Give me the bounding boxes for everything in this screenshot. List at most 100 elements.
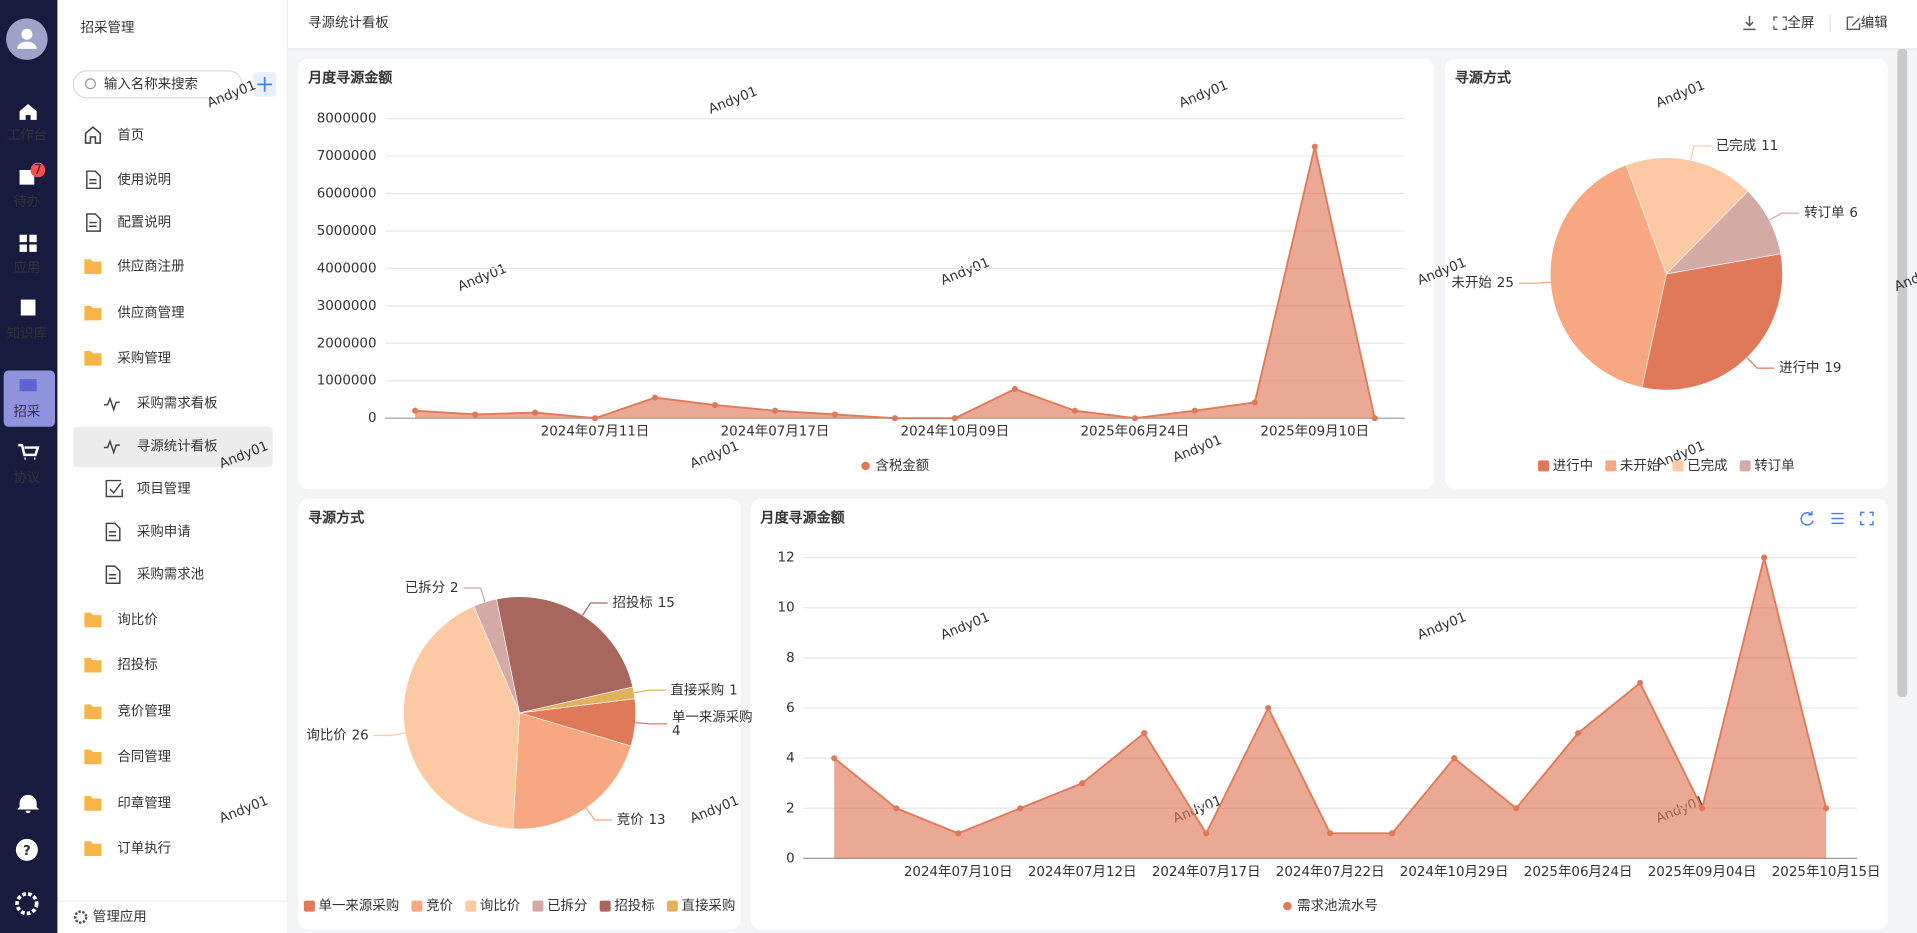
legend-marker	[1283, 901, 1292, 911]
menu-item[interactable]: 印章管理	[117, 794, 171, 811]
point	[1327, 830, 1334, 837]
legend: 需求池流水号	[1283, 898, 1378, 914]
y-tick-label: 2	[786, 801, 795, 816]
legend-label[interactable]: 未开始	[1620, 458, 1661, 474]
search-box[interactable]	[72, 70, 243, 99]
y-tick-label: 4	[786, 751, 795, 766]
submenu-item[interactable]: 寻源统计看板	[137, 438, 218, 454]
legend-label[interactable]: 单一来源采购	[319, 898, 400, 914]
legend-marker	[1605, 460, 1617, 472]
rail-label[interactable]: 应用	[13, 259, 40, 276]
chart-title: 月度寻源金额	[759, 509, 845, 526]
y-tick-label: 5000000	[317, 224, 377, 239]
y-tick-label: 4000000	[317, 261, 377, 276]
add-icon	[257, 77, 273, 92]
slice-label: 已拆分 2	[405, 580, 459, 596]
rail-icon	[19, 234, 37, 252]
legend-label[interactable]: 已完成	[1687, 458, 1727, 474]
edit-button[interactable]: 编辑	[1861, 15, 1888, 31]
slice-label: 询比价 26	[306, 728, 368, 744]
badge	[30, 162, 46, 178]
slice-name: 已拆分	[405, 580, 445, 596]
slice-value: 25	[1497, 276, 1514, 291]
download-icon	[1743, 15, 1756, 31]
x-tick-label: 2025年06月24日	[1080, 424, 1189, 440]
menu-item[interactable]: 竞价管理	[117, 703, 171, 720]
refresh-icon[interactable]	[1800, 511, 1814, 526]
folder-icon	[84, 749, 102, 765]
x-tick-label: 2025年06月24日	[1524, 864, 1633, 880]
menu-item[interactable]: 采购管理	[117, 350, 171, 366]
slice-name: 进行中	[1779, 360, 1819, 376]
pulse-icon	[103, 439, 120, 455]
rail-label[interactable]: 协议	[13, 470, 40, 486]
submenu-item[interactable]: 采购需求池	[137, 567, 204, 583]
fullscreen-button[interactable]: 全屏	[1787, 14, 1814, 31]
legend-marker	[1739, 460, 1751, 472]
menu-item[interactable]: 招投标	[117, 657, 157, 673]
legend-label[interactable]: 含税金额	[875, 458, 929, 474]
menu-item[interactable]: 供应商管理	[117, 304, 184, 321]
legend-label[interactable]: 招投标	[614, 898, 654, 914]
check-icon	[105, 479, 123, 498]
y-tick-label: 3000000	[317, 299, 377, 314]
legend-marker	[1672, 460, 1684, 472]
legend-label[interactable]: 需求池流水号	[1297, 898, 1378, 914]
menu-item[interactable]: 询比价	[117, 612, 158, 628]
expand-icon[interactable]	[1860, 511, 1874, 526]
edit-icon	[1846, 16, 1861, 31]
leader-line	[463, 587, 486, 603]
x-tick-label: 2024年10月29日	[1400, 864, 1509, 880]
legend-marker	[532, 900, 544, 912]
slice-label: 进行中 19	[1779, 360, 1841, 376]
slice-value: 2	[450, 581, 459, 596]
menu-item[interactable]: 订单执行	[117, 841, 171, 857]
legend-label[interactable]: 竞价	[426, 897, 453, 914]
slice-label: 招投标 15	[613, 595, 675, 611]
menu-item[interactable]: 首页	[117, 128, 144, 144]
rail-label[interactable]: 招采	[13, 404, 40, 420]
rail-icon	[19, 169, 35, 185]
point	[1699, 805, 1706, 812]
point	[1191, 407, 1198, 414]
bell-icon[interactable]	[17, 794, 40, 814]
legend-label[interactable]: 转订单	[1754, 458, 1794, 474]
submenu-item[interactable]: 项目管理	[137, 481, 191, 497]
x-tick-label: 2024年07月10日	[904, 864, 1013, 880]
slice-value: 1	[729, 683, 738, 698]
menu-item[interactable]: 使用说明	[117, 171, 171, 188]
menu-item[interactable]: 供应商注册	[117, 258, 184, 275]
rail-icon	[18, 443, 40, 460]
legend: 含税金额	[861, 458, 930, 474]
legend-label[interactable]: 进行中	[1553, 458, 1593, 474]
rail-label[interactable]: 知识库	[7, 325, 47, 342]
leader-line	[585, 807, 612, 821]
menu-item[interactable]: 合同管理	[117, 749, 171, 765]
submenu-item[interactable]: 采购申请	[137, 524, 191, 540]
legend-label[interactable]: 直接采购	[682, 897, 736, 914]
legend-label[interactable]: 已拆分	[547, 898, 587, 914]
point	[1017, 805, 1024, 812]
point	[893, 805, 900, 812]
slice[interactable]	[1549, 164, 1667, 388]
folder-icon	[84, 657, 102, 673]
slice[interactable]	[1625, 157, 1749, 275]
legend-label[interactable]: 询比价	[480, 898, 521, 914]
footer-link[interactable]: 管理应用	[93, 908, 147, 925]
list-icon[interactable]	[1831, 512, 1844, 525]
settings-icon[interactable]	[15, 892, 39, 916]
folder-icon	[84, 704, 102, 720]
slice-name: 询比价	[306, 728, 347, 744]
folder-icon	[84, 259, 102, 274]
slice[interactable]	[403, 605, 520, 830]
help-icon[interactable]	[15, 838, 38, 861]
submenu-item[interactable]: 采购需求看板	[137, 396, 218, 412]
menu-item[interactable]: 配置说明	[117, 215, 171, 231]
doc-icon	[86, 170, 101, 190]
scrollbar	[1897, 48, 1908, 697]
rail-label[interactable]: 工作台	[7, 128, 47, 144]
legend-marker	[303, 900, 315, 912]
rail-icon	[19, 379, 37, 392]
rail-label[interactable]: 待办	[13, 194, 40, 210]
point	[831, 755, 838, 762]
